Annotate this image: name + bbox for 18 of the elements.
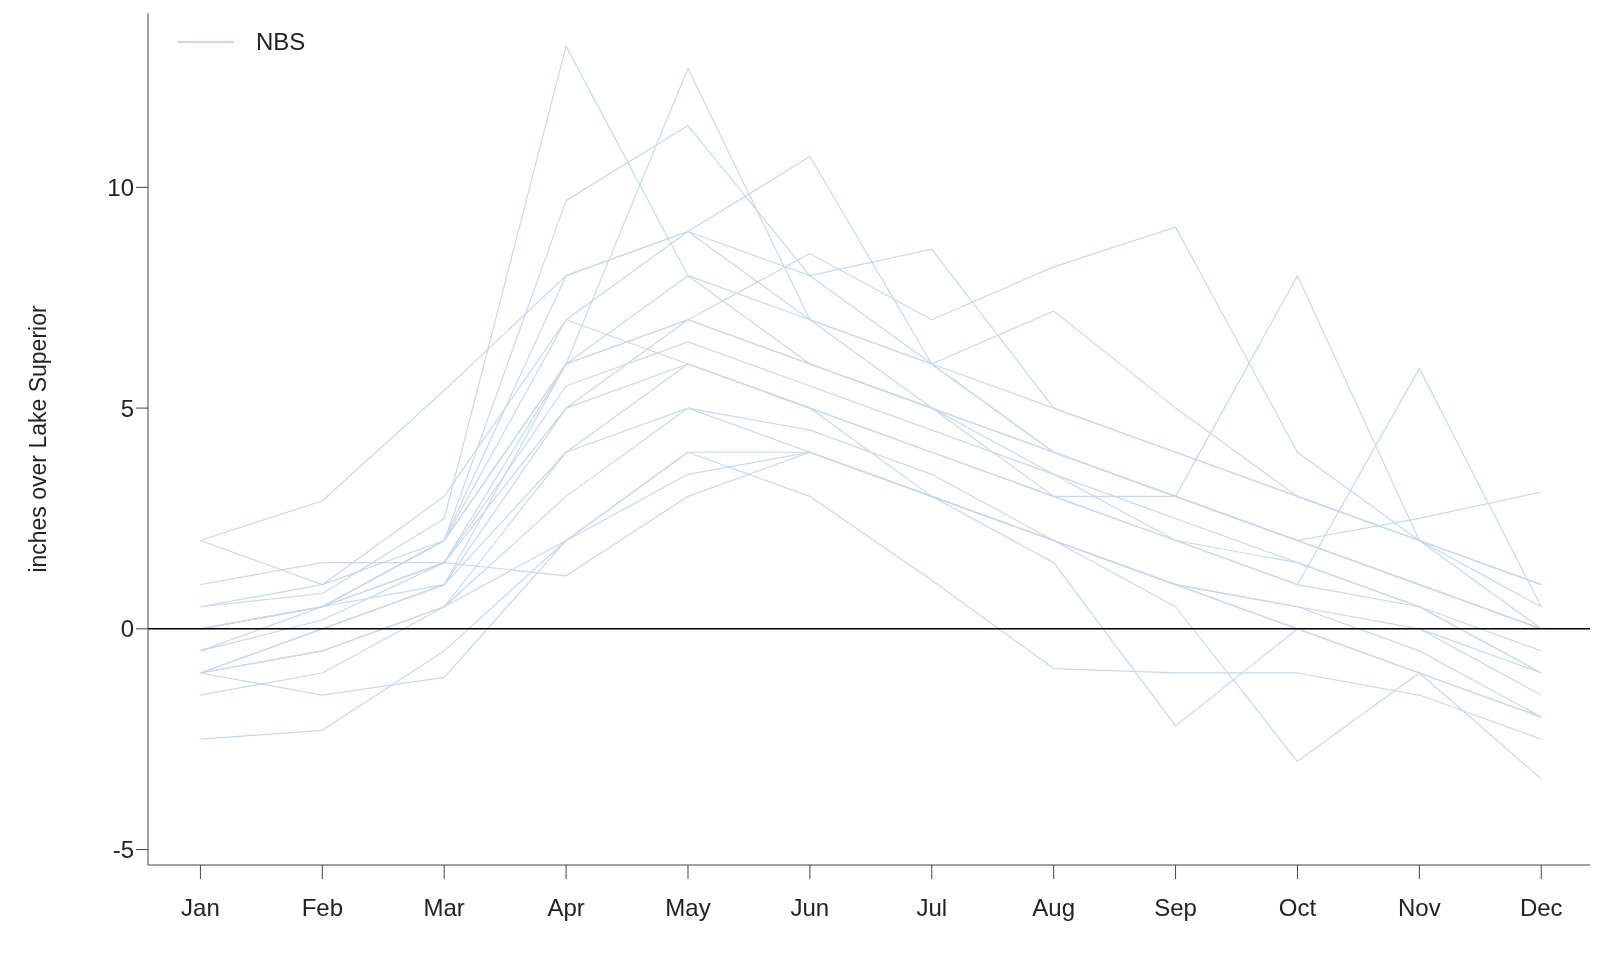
x-tick-label: Jul [916, 894, 948, 922]
legend-label: NBS [256, 28, 306, 56]
x-tick-label: Apr [547, 894, 585, 922]
x-tick-label: Oct [1278, 894, 1317, 922]
x-tick-label: Nov [1398, 894, 1441, 922]
y-tick-label: 10 [107, 173, 134, 201]
x-tick-label: Sep [1154, 894, 1197, 922]
y-tick-label: 5 [120, 394, 134, 422]
x-tick-label: Dec [1519, 894, 1563, 922]
x-tick-label: May [665, 894, 711, 922]
y-tick-label: -5 [112, 836, 134, 864]
y-axis-title: inches over Lake Superior [25, 305, 52, 573]
x-tick-label: Jan [181, 894, 220, 922]
y-tick-label: 0 [120, 615, 134, 643]
x-tick-label: Mar [423, 894, 465, 922]
x-tick-label: Aug [1032, 894, 1076, 922]
x-tick-label: Feb [301, 894, 343, 922]
x-tick-label: Jun [790, 894, 830, 922]
